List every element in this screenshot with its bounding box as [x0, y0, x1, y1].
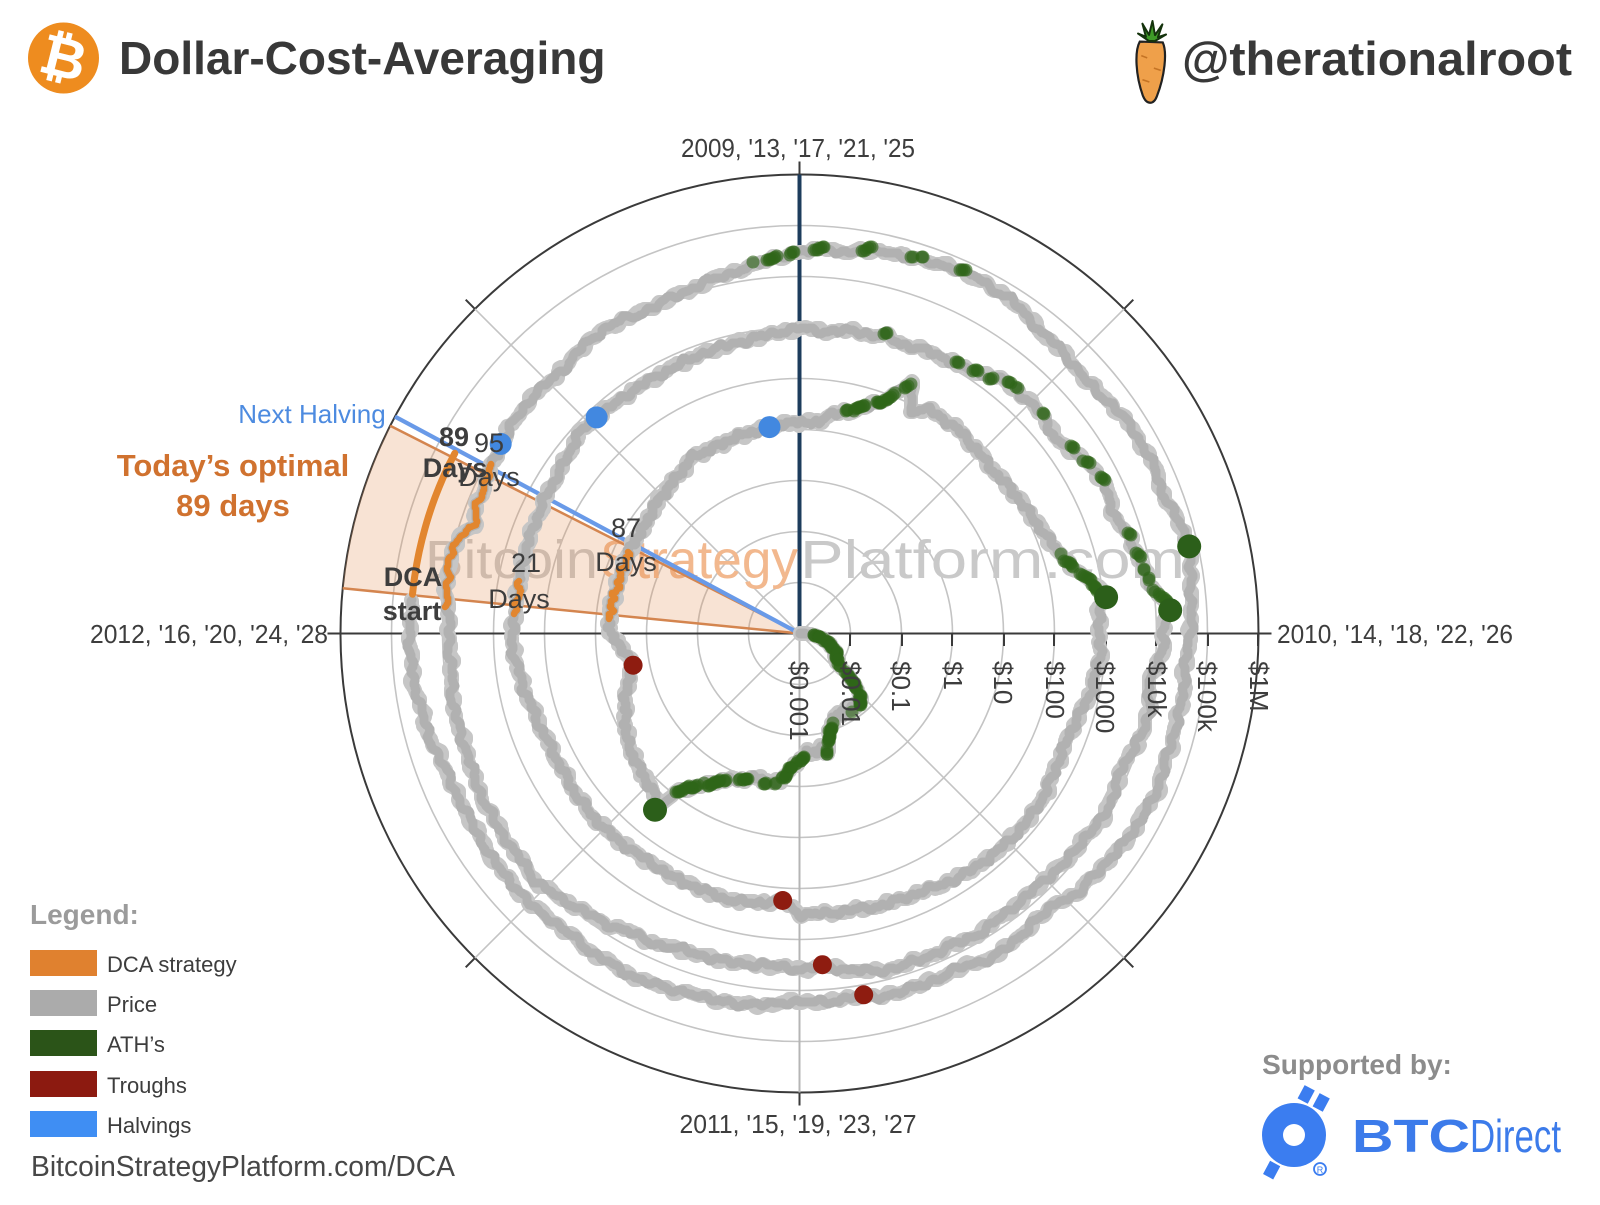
svg-text:Legend:: Legend: [30, 899, 139, 930]
svg-text:BitcoinStrategyPlatform.com/DC: BitcoinStrategyPlatform.com/DCA [31, 1151, 456, 1183]
svg-text:Days: Days [458, 462, 520, 492]
svg-text:2011, '15, '19, '23, '27: 2011, '15, '19, '23, '27 [680, 1109, 917, 1139]
svg-text:Days: Days [595, 547, 657, 577]
svg-text:$100k: $100k [1192, 661, 1222, 733]
svg-text:2009, '13, '17, '21, '25: 2009, '13, '17, '21, '25 [681, 133, 915, 163]
svg-text:$0.001: $0.001 [784, 661, 814, 741]
svg-text:Supported by:: Supported by: [1262, 1049, 1452, 1080]
svg-text:2010, '14, '18, '22, '26: 2010, '14, '18, '22, '26 [1277, 619, 1513, 649]
svg-text:@therationalroot: @therationalroot [1182, 32, 1572, 85]
svg-text:Price: Price [107, 992, 157, 1017]
svg-text:Today’s optimal: Today’s optimal [117, 448, 350, 483]
svg-text:$0.1: $0.1 [886, 661, 916, 712]
svg-text:2012, '16, '20, '24, '28: 2012, '16, '20, '24, '28 [90, 619, 328, 649]
svg-text:Halvings: Halvings [107, 1113, 191, 1138]
svg-text:Troughs: Troughs [107, 1073, 187, 1098]
svg-text:start: start [383, 596, 442, 626]
svg-text:87: 87 [611, 513, 641, 543]
svg-text:BTC: BTC [1352, 1110, 1470, 1162]
svg-text:Direct: Direct [1470, 1110, 1561, 1162]
svg-text:DCA: DCA [384, 562, 443, 592]
svg-text:$1000: $1000 [1090, 661, 1120, 733]
svg-text:$1M: $1M [1244, 661, 1274, 712]
svg-text:95: 95 [474, 428, 504, 458]
svg-text:$100: $100 [1040, 661, 1070, 719]
svg-text:Dollar-Cost-Averaging: Dollar-Cost-Averaging [119, 32, 605, 84]
svg-text:89 days: 89 days [176, 488, 290, 523]
svg-text:Next Halving: Next Halving [238, 399, 385, 429]
svg-text:Platform.com: Platform.com [800, 530, 1185, 590]
svg-text:$1: $1 [938, 661, 968, 690]
svg-text:$0.01: $0.01 [836, 661, 866, 726]
svg-text:$10k: $10k [1142, 661, 1172, 718]
svg-text:89: 89 [439, 422, 469, 452]
svg-text:Days: Days [488, 584, 550, 614]
svg-text:Days: Days [423, 453, 488, 483]
svg-text:DCA strategy: DCA strategy [107, 952, 237, 977]
svg-text:$10: $10 [988, 661, 1018, 704]
svg-text:21: 21 [511, 548, 541, 578]
svg-text:R: R [1317, 1165, 1324, 1175]
svg-text:ATH’s: ATH’s [107, 1032, 165, 1057]
